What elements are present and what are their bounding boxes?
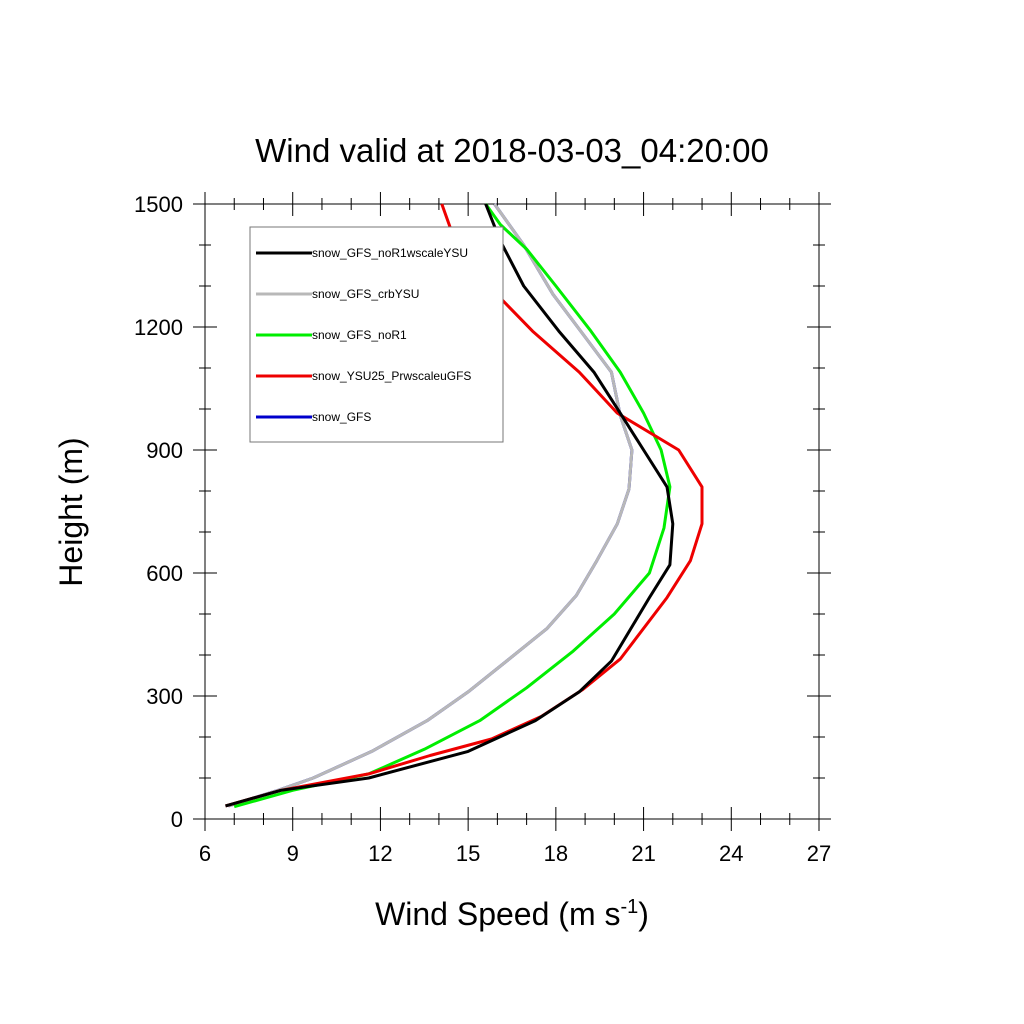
y-tick-label: 1500 (134, 192, 183, 217)
series-line-snow-gfs-nor1wscaleysu (225, 203, 675, 808)
chart-title: Wind valid at 2018-03-03_04:20:00 (255, 132, 769, 169)
x-axis-label: Wind Speed (m s-1) (375, 896, 649, 932)
y-axis-label: Height (m) (53, 437, 89, 586)
x-tick-label: 21 (631, 841, 655, 866)
x-axis-label-main: Wind Speed (m s (375, 896, 620, 932)
y-tick-label: 900 (146, 438, 183, 463)
series-line-snow-ysu25-prwscaleugfs (225, 203, 704, 808)
x-tick-label: 15 (456, 841, 480, 866)
legend-label: snow_GFS_noR1wscaleYSU (312, 246, 468, 260)
plot-area (204, 203, 820, 820)
x-tick-label: 27 (807, 841, 831, 866)
x-axis-label-suffix: ) (638, 896, 649, 932)
legend-label: snow_GFS_noR1 (312, 328, 407, 342)
x-tick-label: 9 (287, 841, 299, 866)
x-tick-label: 12 (368, 841, 392, 866)
legend: snow_GFS_noR1wscaleYSU snow_GFS_crbYSUsno… (249, 226, 504, 443)
x-tick-label: 24 (719, 841, 743, 866)
series-group (225, 203, 704, 809)
y-tick-label: 300 (146, 684, 183, 709)
plot-frame (204, 203, 820, 820)
x-axis: 6 9 12 15 18 21 24 27 (199, 192, 831, 866)
y-tick-label: 1200 (134, 315, 183, 340)
y-tick-label: 0 (171, 807, 183, 832)
y-axis: 0 300 600 900 1200 1500 (134, 192, 831, 832)
x-tick-label: 6 (199, 841, 211, 866)
y-tick-label: 600 (146, 561, 183, 586)
x-tick-label: 18 (544, 841, 568, 866)
legend-label: snow_YSU25_PrwscaleuGFS (312, 369, 471, 383)
legend-label: snow_GFS (312, 410, 371, 424)
series-line-snow-gfs-crbysu (227, 203, 634, 808)
legend-label: snow_GFS_crbYSU (312, 287, 419, 301)
x-axis-label-superscript: -1 (620, 896, 638, 918)
series-line-snow-gfs-nor1 (233, 203, 672, 809)
